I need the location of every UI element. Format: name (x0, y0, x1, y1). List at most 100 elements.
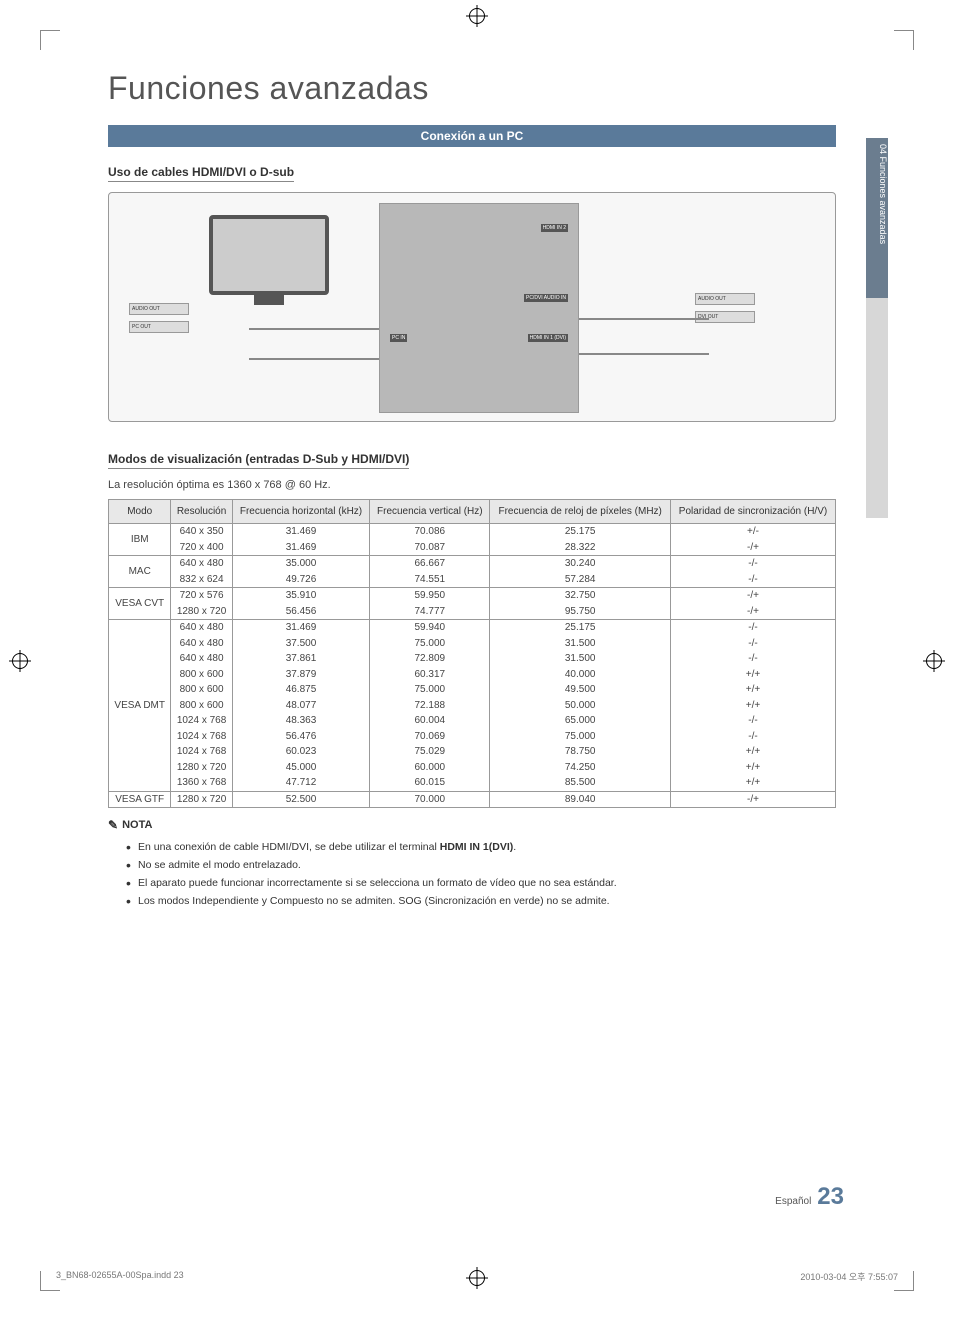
port-label: HDMI IN 1 (DVI) (528, 334, 568, 342)
table-cell: 800 x 600 (171, 698, 232, 714)
note-item: No se admite el modo entrelazado. (138, 856, 836, 874)
section-header-bar: Conexión a un PC (108, 125, 836, 147)
table-cell: 56.456 (232, 604, 370, 620)
pc-right-block: AUDIO OUT DVI OUT (695, 293, 815, 383)
table-cell: 57.284 (490, 572, 671, 588)
table-cell: 640 x 480 (171, 636, 232, 652)
table-cell: 1024 x 768 (171, 744, 232, 760)
table-row: 832 x 62449.72674.55157.284-/- (109, 572, 836, 588)
table-cell: -/- (671, 572, 836, 588)
table-cell: 50.000 (490, 698, 671, 714)
table-cell: 46.875 (232, 682, 370, 698)
footer-file: 3_BN68-02655A-00Spa.indd 23 (56, 1270, 184, 1283)
crop-mark (894, 30, 914, 50)
table-cell: -/- (671, 713, 836, 729)
table-row: 1024 x 76860.02375.02978.750+/+ (109, 744, 836, 760)
port-label: DVI OUT (695, 311, 755, 323)
table-cell: 1280 x 720 (171, 791, 232, 808)
page-lang: Español (775, 1196, 811, 1207)
table-cell: 70.086 (370, 524, 490, 540)
resolution-note: La resolución óptima es 1360 x 768 @ 60 … (108, 479, 836, 491)
table-row: VESA CVT720 x 57635.91059.95032.750-/+ (109, 588, 836, 604)
table-row: MAC640 x 48035.00066.66730.240-/- (109, 556, 836, 572)
table-column-header: Resolución (171, 500, 232, 524)
note-heading: ✎ NOTA (108, 818, 836, 832)
table-cell: 75.000 (490, 729, 671, 745)
table-cell: -/- (671, 729, 836, 745)
subheading-modes: Modos de visualización (entradas D-Sub y… (108, 452, 409, 469)
table-row: VESA DMT640 x 48031.46959.94025.175-/- (109, 620, 836, 636)
table-cell: 31.500 (490, 651, 671, 667)
table-cell: 31.469 (232, 540, 370, 556)
table-cell: 75.000 (370, 636, 490, 652)
print-footer: 3_BN68-02655A-00Spa.indd 23 2010-03-04 오… (56, 1270, 898, 1283)
table-cell: 85.500 (490, 775, 671, 791)
table-cell: +/+ (671, 775, 836, 791)
table-cell: 640 x 480 (171, 651, 232, 667)
table-row: 1024 x 76848.36360.00465.000-/- (109, 713, 836, 729)
table-cell: 70.087 (370, 540, 490, 556)
note-icon: ✎ (108, 818, 118, 832)
note-item: En una conexión de cable HDMI/DVI, se de… (138, 838, 836, 856)
table-column-header: Modo (109, 500, 171, 524)
cable-line (249, 328, 379, 330)
table-cell: 95.750 (490, 604, 671, 620)
side-tab-label: 04 Funciones avanzadas (866, 138, 888, 298)
table-cell: 60.317 (370, 667, 490, 683)
table-cell: 65.000 (490, 713, 671, 729)
table-cell: +/+ (671, 744, 836, 760)
table-column-header: Frecuencia horizontal (kHz) (232, 500, 370, 524)
page-title: Funciones avanzadas (108, 70, 836, 107)
table-cell: 52.500 (232, 791, 370, 808)
table-cell: 45.000 (232, 760, 370, 776)
crop-mark (40, 30, 60, 50)
table-cell: 75.029 (370, 744, 490, 760)
table-cell: -/+ (671, 540, 836, 556)
table-cell: 640 x 480 (171, 620, 232, 636)
note-item: El aparato puede funcionar incorrectamen… (138, 874, 836, 892)
port-label: PC OUT (129, 321, 189, 333)
table-cell: 31.469 (232, 524, 370, 540)
table-cell: 30.240 (490, 556, 671, 572)
page-content: Funciones avanzadas Conexión a un PC Uso… (108, 70, 836, 1210)
table-cell: 70.000 (370, 791, 490, 808)
table-cell: -/- (671, 651, 836, 667)
table-cell: -/+ (671, 588, 836, 604)
table-row: VESA GTF1280 x 72052.50070.00089.040-/+ (109, 791, 836, 808)
table-cell: 31.500 (490, 636, 671, 652)
table-row: 640 x 48037.86172.80931.500-/- (109, 651, 836, 667)
subheading-cables: Uso de cables HDMI/DVI o D-sub (108, 165, 294, 182)
mode-label-cell: VESA CVT (109, 588, 171, 620)
table-cell: 1024 x 768 (171, 713, 232, 729)
table-cell: 28.322 (490, 540, 671, 556)
table-cell: -/- (671, 636, 836, 652)
table-cell: -/- (671, 620, 836, 636)
table-cell: 89.040 (490, 791, 671, 808)
side-tab-filler (866, 298, 888, 518)
section-side-tab: 04 Funciones avanzadas (866, 138, 896, 538)
table-cell: -/+ (671, 791, 836, 808)
port-label: PC/DVI AUDIO IN (524, 294, 568, 302)
table-row: 1280 x 72045.00060.00074.250+/+ (109, 760, 836, 776)
table-cell: 60.015 (370, 775, 490, 791)
footer-timestamp: 2010-03-04 오후 7:55:07 (800, 1270, 898, 1283)
table-cell: +/+ (671, 667, 836, 683)
table-cell: +/+ (671, 682, 836, 698)
table-cell: 40.000 (490, 667, 671, 683)
table-cell: 59.940 (370, 620, 490, 636)
mode-label-cell: VESA GTF (109, 791, 171, 808)
table-cell: 35.000 (232, 556, 370, 572)
table-cell: 1280 x 720 (171, 604, 232, 620)
table-cell: 720 x 400 (171, 540, 232, 556)
table-cell: 60.023 (232, 744, 370, 760)
registration-mark (926, 653, 942, 669)
table-column-header: Polaridad de sincronización (H/V) (671, 500, 836, 524)
table-row: 720 x 40031.46970.08728.322-/+ (109, 540, 836, 556)
table-cell: 72.188 (370, 698, 490, 714)
table-cell: 56.476 (232, 729, 370, 745)
cable-line (579, 353, 709, 355)
table-cell: -/- (671, 556, 836, 572)
table-cell: 70.069 (370, 729, 490, 745)
table-cell: 74.250 (490, 760, 671, 776)
table-cell: 800 x 600 (171, 682, 232, 698)
